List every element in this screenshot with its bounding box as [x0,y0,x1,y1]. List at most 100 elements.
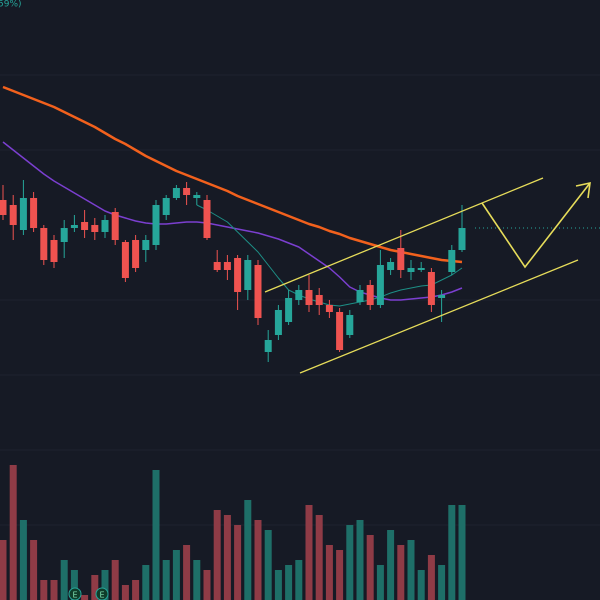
projection-arrowhead [575,181,591,199]
volume-bar [70,570,78,600]
volume-bar [142,565,150,600]
candle-body [366,285,374,305]
volume-bar [264,530,272,600]
candle-body [152,205,160,245]
volume-bar [60,560,68,600]
volume-bar [40,580,48,600]
candle-body [101,220,109,232]
candle-body [305,290,313,305]
volume-bar [234,525,242,600]
candle-body [376,265,384,305]
volume-bar [438,565,446,600]
candle-body [183,188,191,195]
candle-body [40,228,48,260]
volume-bar [244,500,252,600]
volume-bar [315,515,323,600]
volume-bar [213,510,221,600]
volume-bar [366,535,374,600]
volume-bar [223,515,231,600]
candle-body [356,290,364,302]
candle-body [0,200,7,215]
volume-bar [346,525,354,600]
volume-bar [397,545,405,600]
candle-body [142,240,150,250]
candle-body [193,195,201,198]
volume-bar [9,465,17,600]
candle-body [458,228,466,250]
candle-body [132,240,140,268]
candle-body [121,242,129,278]
volume-bar [162,560,170,600]
candle-body [407,268,415,272]
candle-body [397,248,405,270]
candle-body [295,290,303,300]
projection-path [481,182,591,269]
candle-body [438,295,446,298]
candle-body [346,315,354,335]
event-badge [68,587,82,600]
drawings [264,177,591,374]
candle-body [162,198,170,215]
volume-bar [285,565,293,600]
candle-body [70,225,78,228]
volume-bar [50,580,58,600]
volume-bar [19,520,27,600]
candle-body [336,312,344,350]
candle-body [19,198,27,230]
volume-bar [305,505,313,600]
volume-bar [183,545,191,600]
candle-body [274,310,282,335]
volume-bar [132,580,140,600]
candle-body [234,258,242,292]
candle-body [50,240,58,262]
volume-bar [172,550,180,600]
volume-bar [336,550,344,600]
volume-bar [458,505,466,600]
candle-body [417,268,425,270]
volume-bar [274,570,282,600]
volume-bar [81,595,89,600]
volume-bar [111,560,119,600]
volume-bar [121,585,129,600]
candle-body [91,225,99,232]
candle-body [264,340,272,352]
channel-lower [299,259,579,374]
event-label: E [72,591,77,600]
candle-body [448,250,456,272]
volume-bar [356,520,364,600]
candle-body [30,198,38,228]
candle-body [285,298,293,322]
volume-bar [152,470,160,600]
candle-body [325,305,333,312]
moving-average-line [2,85,463,264]
volume-bar [376,565,384,600]
candle-body [9,205,17,225]
volume-bar [325,545,333,600]
candle-body [81,222,89,230]
candle-body [387,262,395,270]
volume-bar [448,505,456,600]
header-fragment: 59%) [0,0,22,10]
moving-average-line [2,141,463,301]
volume-bar [387,530,395,600]
candle-body [203,200,211,238]
candle-body [315,295,323,305]
event-label: E [99,591,104,600]
volume-bar [30,540,38,600]
channel-upper [264,177,544,293]
volume-bar [91,575,99,600]
candle-body [254,265,262,318]
volume-bar [254,520,262,600]
candle-layer [0,180,466,362]
candle-body [427,272,435,305]
volume-bar [203,570,211,600]
volume-bar [407,540,415,600]
candle-body [223,262,231,270]
volume-bar [193,560,201,600]
volume-bar [295,560,303,600]
volume-bar [417,570,425,600]
event-badge [95,587,109,600]
